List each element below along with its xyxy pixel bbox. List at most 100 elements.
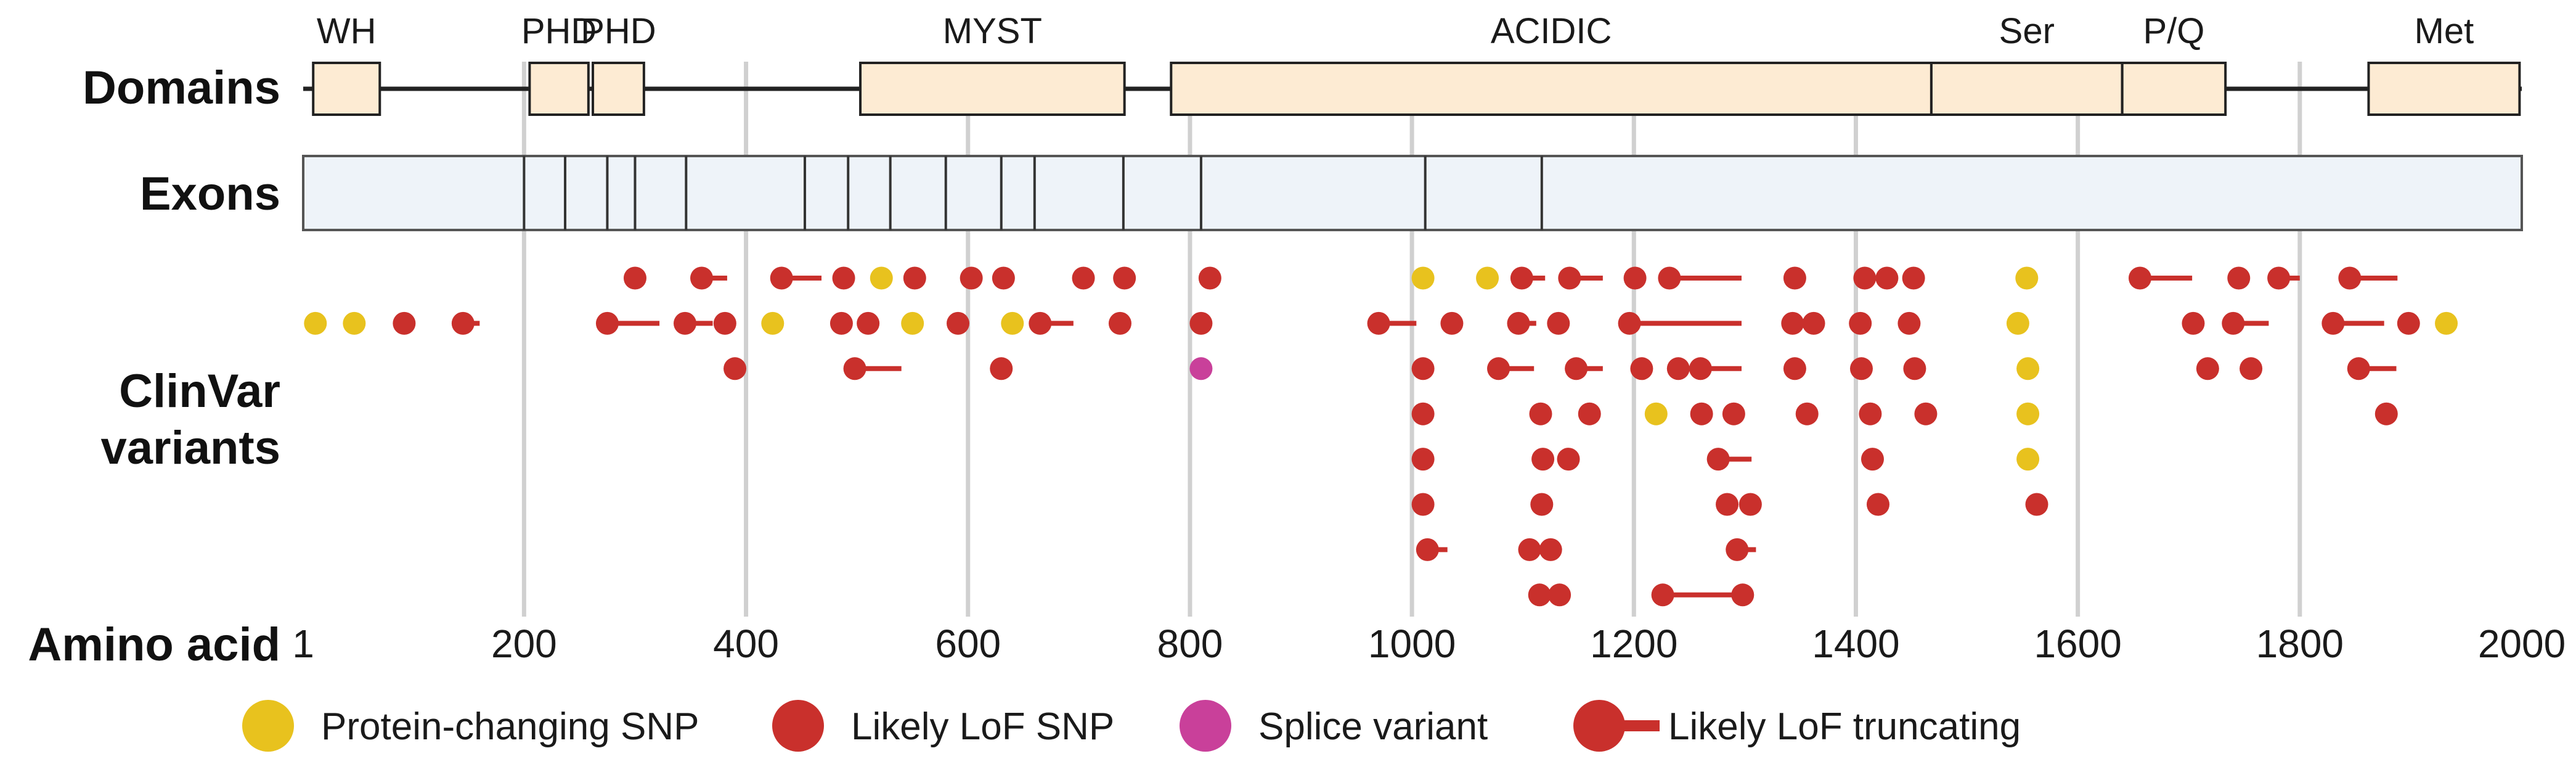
domain-label-pq: P/Q (2143, 11, 2204, 51)
x-tick-label-1800: 1800 (2256, 622, 2344, 666)
grid-lines (521, 62, 2302, 617)
variant-point (1531, 448, 1555, 471)
variant-point (1903, 357, 1926, 380)
variant-point (304, 311, 327, 335)
variant-point (1416, 538, 1439, 561)
legend-label-protein-changing-snp: Protein-changing SNP (321, 705, 699, 748)
x-tick-label-1000: 1000 (1368, 622, 1456, 666)
variant-point (1802, 311, 1825, 335)
variant-point (1072, 266, 1095, 290)
variant-point (674, 311, 697, 335)
variant-point (1510, 266, 1533, 290)
variant-point (770, 266, 793, 290)
variant-point (1198, 266, 1221, 290)
domain-label-acidic: ACIDIC (1491, 11, 1612, 51)
legend-label-likely-lof-snp: Likely LoF SNP (851, 705, 1114, 748)
variant-point (1411, 266, 1435, 290)
variant-point (832, 266, 855, 290)
variant-point (829, 311, 853, 335)
variant-point (713, 311, 736, 335)
x-tick-label-1: 1 (292, 622, 314, 666)
variant-point (1001, 311, 1024, 335)
variant-point (1618, 311, 1641, 335)
variant-point (1440, 311, 1464, 335)
variant-point (1861, 448, 1884, 471)
variant-point (1630, 357, 1653, 380)
variant-point (1658, 266, 1681, 290)
variant-point (2128, 266, 2151, 290)
variant-point (1529, 402, 1552, 425)
variant-point (1716, 493, 1739, 516)
variant-point (1689, 357, 1712, 380)
domain-box-phd (528, 62, 590, 116)
variant-point (1726, 538, 1749, 561)
variant-track (304, 266, 2458, 607)
x-tick-label-1200: 1200 (1590, 622, 1677, 666)
variant-point (1476, 266, 1499, 290)
variant-point (2182, 311, 2205, 335)
variant-point (2240, 357, 2263, 380)
domain-label-phd: PHD (521, 11, 597, 51)
variant-point (2338, 266, 2362, 290)
variant-point (1411, 448, 1435, 471)
variant-point (2374, 402, 2398, 425)
variants-row-label-line2: variants (101, 422, 281, 474)
variant-point (595, 311, 619, 335)
variant-point (1623, 266, 1647, 290)
variant-point (1706, 448, 1730, 471)
variant-point (870, 266, 893, 290)
variant-point (1644, 402, 1668, 425)
variant-point (2016, 448, 2040, 471)
variant-point (1722, 402, 1745, 425)
variant-point (1029, 311, 1052, 335)
domain-box-ser (1930, 62, 2124, 116)
variant-point (843, 357, 866, 380)
variant-point (343, 311, 366, 335)
domain-label-phd: PHD (581, 11, 656, 51)
x-tick-label-1600: 1600 (2034, 622, 2121, 666)
domain-label-myst: MYST (943, 11, 1042, 51)
variant-point (1507, 311, 1530, 335)
x-tick-label-800: 800 (1157, 622, 1223, 666)
variant-point (1731, 583, 1755, 607)
variant-point (1853, 266, 1877, 290)
variant-point (1783, 266, 1806, 290)
variants-row-label-line1: ClinVar (119, 365, 280, 417)
variant-point (1866, 493, 1889, 516)
variant-point (1189, 357, 1213, 380)
variant-point (1189, 311, 1213, 335)
domains-row-label: Domains (83, 62, 280, 114)
variant-point (1528, 583, 1551, 607)
variant-point (1781, 311, 1804, 335)
exons-row-label: Exons (140, 168, 280, 220)
variant-point (1411, 402, 1435, 425)
variant-point (2347, 357, 2370, 380)
variant-point (1108, 311, 1131, 335)
variant-point (1849, 311, 1872, 335)
variant-point (1558, 266, 1581, 290)
variant-point (1113, 266, 1136, 290)
legend-swatch-protein-changing-snp (242, 700, 294, 752)
domain-label-met: Met (2415, 11, 2474, 51)
variant-point (1530, 493, 1554, 516)
variant-point (1539, 538, 1562, 561)
x-tick-label-400: 400 (713, 622, 779, 666)
variant-point (2435, 311, 2458, 335)
variant-point (2016, 402, 2040, 425)
variant-point (990, 357, 1013, 380)
variant-point (1690, 402, 1713, 425)
variant-point (623, 266, 646, 290)
variant-point (2015, 266, 2039, 290)
variant-point (2222, 311, 2245, 335)
legend: Protein-changing SNP Likely LoF SNP Splice… (242, 700, 2021, 752)
variant-point (903, 266, 926, 290)
domain-label-wh: WH (317, 11, 377, 51)
variant-point (723, 357, 747, 380)
variant-point (761, 311, 785, 335)
variant-point (1557, 448, 1580, 471)
variant-point (960, 266, 983, 290)
variant-point (1795, 402, 1819, 425)
legend-truncating-swatch (1573, 700, 1625, 752)
exon-track-box (302, 155, 2523, 231)
